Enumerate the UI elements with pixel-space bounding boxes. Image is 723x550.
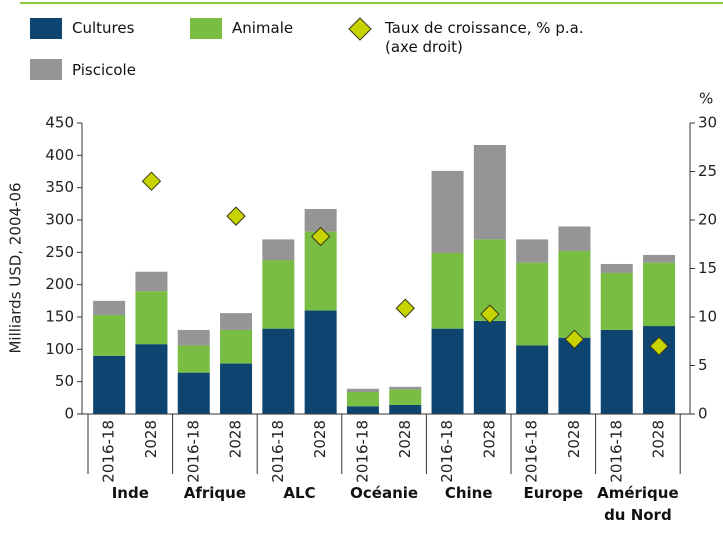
marker — [649, 336, 669, 356]
y2-tick-label: 10 — [698, 308, 717, 326]
group-label: Chine — [444, 484, 493, 502]
x-tick-label: 2028 — [227, 420, 245, 458]
marker — [141, 171, 162, 191]
bar-segment — [135, 344, 168, 414]
bar-segment — [600, 273, 633, 330]
bar-segment — [643, 254, 676, 263]
bar-segment — [135, 291, 168, 345]
bar-segment — [346, 388, 379, 393]
marker — [226, 206, 246, 226]
y2-tick-label: 0 — [698, 405, 708, 423]
bar-segment — [177, 345, 210, 373]
x-tick-label: 2016-18 — [607, 420, 625, 483]
bar-segment — [600, 329, 633, 414]
y2-axis-label: % — [699, 90, 713, 108]
x-tick-label: 2016-18 — [353, 420, 371, 483]
bar-segment — [177, 329, 210, 346]
legend-label: Cultures — [72, 19, 135, 37]
legend-label: Piscicole — [72, 61, 136, 79]
bar-segment — [558, 251, 591, 338]
bar-segment — [389, 404, 422, 414]
y-tick-label: 150 — [45, 308, 74, 326]
x-tick-label: 2028 — [142, 420, 160, 458]
x-tick-label: 2028 — [565, 420, 583, 458]
x-tick-label: 2028 — [650, 420, 668, 458]
x-tick-label: 2028 — [480, 420, 498, 458]
group-label: Amérique du Nord — [597, 484, 679, 524]
legend-swatch — [30, 59, 62, 80]
bar-segment — [220, 313, 253, 330]
y-axis-label: Milliards USD, 2004-06 — [7, 182, 25, 353]
bar-segment — [220, 363, 253, 414]
y-tick-label: 50 — [55, 372, 74, 390]
marker — [480, 304, 500, 324]
x-tick-label: 2016-18 — [100, 420, 118, 483]
bar-segment — [558, 226, 591, 252]
legend-swatch — [190, 18, 222, 39]
bar-segment — [516, 262, 549, 346]
y-tick-label: 0 — [64, 405, 74, 423]
x-tick-label: 2016-18 — [438, 420, 456, 483]
y-tick-label: 300 — [45, 211, 74, 229]
bar-segment — [431, 328, 464, 414]
y-tick-label: 450 — [45, 114, 74, 132]
bar-segment — [431, 252, 464, 329]
group-label: Océanie — [350, 484, 419, 502]
x-tick-label: 2028 — [311, 420, 329, 458]
marker — [310, 226, 331, 247]
legend-label: Animale — [232, 19, 294, 37]
y2-tick-label: 5 — [698, 356, 708, 374]
bar-segment — [262, 260, 295, 329]
legend-marker — [348, 17, 372, 41]
x-tick-label: 2016-18 — [269, 420, 287, 483]
y2-tick-label: 20 — [698, 211, 717, 229]
bar-segment — [304, 310, 337, 414]
bar-segment — [558, 337, 591, 414]
bar-segment — [600, 263, 633, 274]
x-tick-label: 2016-18 — [184, 420, 202, 483]
y-tick-label: 200 — [45, 275, 74, 293]
group-label: Europe — [523, 484, 584, 502]
bar-segment — [473, 320, 506, 414]
y-tick-label: 250 — [45, 243, 74, 261]
y-tick-label: 400 — [45, 146, 74, 164]
bar-segment — [177, 372, 210, 414]
legend-label: Taux de croissance, % p.a. (axe droit) — [385, 19, 584, 56]
y2-tick-label: 25 — [698, 162, 717, 180]
bar-segment — [516, 345, 549, 414]
bar-segment — [389, 386, 422, 390]
bar-segment — [431, 170, 464, 253]
bar-segment — [135, 271, 168, 292]
bar-segment — [262, 328, 295, 414]
bar-segment — [220, 329, 253, 364]
bar-segment — [643, 262, 676, 327]
group-label: Inde — [111, 484, 149, 502]
marker — [564, 329, 585, 350]
bar-segment — [346, 392, 379, 407]
bar-segment — [93, 355, 126, 414]
bar-segment — [262, 239, 295, 261]
legend-swatch — [30, 18, 62, 39]
bar-segment — [473, 144, 506, 240]
y2-tick-label: 15 — [698, 259, 717, 277]
bar-segment — [93, 315, 126, 356]
group-label: Afrique — [183, 484, 247, 502]
x-tick-label: 2028 — [396, 420, 414, 458]
marker — [395, 298, 415, 318]
y-tick-label: 350 — [45, 178, 74, 196]
bar-segment — [389, 389, 422, 405]
x-tick-label: 2016-18 — [523, 420, 541, 483]
y2-tick-label: 30 — [698, 114, 717, 132]
bar-segment — [93, 300, 126, 316]
bar-segment — [346, 406, 379, 414]
group-label: ALC — [283, 484, 316, 502]
y-tick-label: 100 — [45, 340, 74, 358]
bar-segment — [516, 239, 549, 263]
bar-segment — [304, 209, 337, 232]
